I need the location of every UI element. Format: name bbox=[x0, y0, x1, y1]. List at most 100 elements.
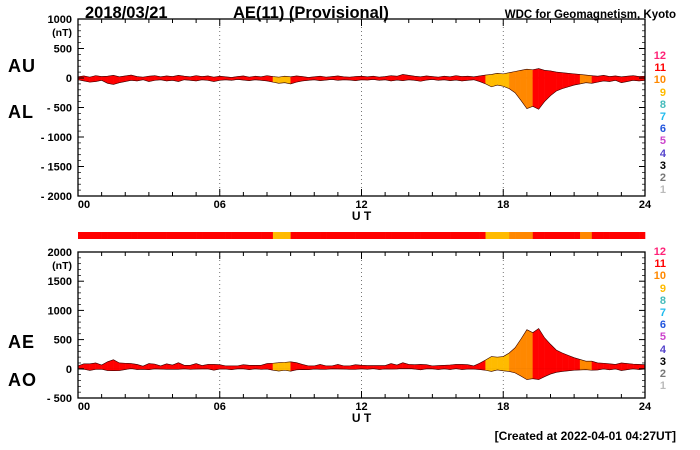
series-fill-AE bbox=[343, 365, 350, 369]
station-bar-segment bbox=[184, 232, 191, 239]
station-bar-segment bbox=[255, 232, 262, 239]
series-fill-AE bbox=[249, 365, 256, 369]
station-bar-segment bbox=[538, 232, 545, 239]
station-bar-segment bbox=[461, 232, 469, 239]
station-bar-segment bbox=[444, 232, 451, 239]
series-label-ao: AO bbox=[8, 370, 37, 390]
series-fill-AE bbox=[107, 359, 114, 369]
station-bar-segment bbox=[314, 232, 321, 239]
station-bar-segment bbox=[331, 232, 339, 239]
x-tick-label: 24 bbox=[639, 401, 652, 413]
station-count-10: 10 bbox=[653, 74, 666, 87]
station-bar-segment bbox=[196, 232, 203, 239]
series-fill-AE bbox=[603, 363, 610, 369]
x-tick-label: 00 bbox=[78, 401, 90, 413]
series-line-AO bbox=[77, 368, 646, 380]
station-count-10: 10 bbox=[653, 270, 666, 283]
series-fill-AL bbox=[532, 77, 539, 110]
series-fill-AE bbox=[420, 364, 427, 369]
station-count-12: 12 bbox=[653, 50, 666, 62]
series-fill-AE bbox=[284, 361, 291, 369]
station-bar-segment bbox=[432, 232, 439, 239]
series-fill-AE bbox=[633, 363, 640, 369]
station-bar-segment bbox=[385, 232, 392, 239]
series-fill-AL bbox=[503, 77, 510, 89]
station-bar-segment bbox=[627, 232, 634, 239]
station-bar-segment bbox=[603, 232, 610, 239]
series-fill-AE bbox=[461, 364, 468, 369]
series-fill-AE bbox=[562, 352, 569, 369]
station-bar-segment bbox=[131, 232, 138, 239]
station-bar-segment bbox=[467, 232, 475, 239]
y-tick-label: 1500 bbox=[48, 276, 72, 288]
station-bar-segment bbox=[485, 232, 492, 239]
station-bar-segment bbox=[172, 232, 179, 239]
series-fill-AE bbox=[225, 365, 232, 369]
y-tick-label: 500 bbox=[54, 335, 72, 347]
station-count-8: 8 bbox=[659, 98, 666, 111]
y-tick-label: - 2000 bbox=[41, 191, 72, 203]
station-count-12: 12 bbox=[653, 246, 666, 258]
station-bar-segment bbox=[408, 232, 415, 239]
station-bar-segment bbox=[78, 232, 85, 239]
station-bar-segment bbox=[231, 232, 238, 239]
x-tick-label: 00 bbox=[78, 199, 90, 211]
series-fill-AE bbox=[408, 364, 415, 369]
series-fill-AE bbox=[83, 363, 90, 369]
station-bar-segment bbox=[290, 232, 297, 239]
series-fill-AE bbox=[520, 329, 528, 369]
series-fill-AE bbox=[290, 361, 297, 369]
station-bar-segment bbox=[633, 232, 640, 239]
station-bar-segment bbox=[550, 232, 557, 239]
series-fill-AE bbox=[207, 364, 214, 369]
station-bar-segment bbox=[355, 232, 362, 239]
y-tick-label: 1000 bbox=[48, 305, 72, 317]
station-bar-segment bbox=[597, 232, 604, 239]
station-bar-segment bbox=[213, 232, 221, 239]
station-bar-segment bbox=[166, 232, 173, 239]
station-bar-segment bbox=[219, 232, 226, 239]
station-bar-segment bbox=[142, 232, 150, 239]
station-bar-segment bbox=[568, 232, 575, 239]
series-label-au: AU bbox=[8, 56, 36, 76]
station-bar-segment bbox=[426, 232, 433, 239]
series-fill-AE bbox=[125, 363, 132, 369]
station-count-1: 1 bbox=[659, 184, 666, 197]
station-bar-segment bbox=[101, 232, 108, 239]
series-fill-AE bbox=[597, 362, 604, 369]
station-count-legend-top: 12 11 10 9 8 7 6 5 4 3 2 1 bbox=[642, 50, 666, 196]
x-tick-label: 18 bbox=[497, 401, 509, 413]
station-bar-segment bbox=[237, 232, 244, 239]
y-tick-label: - 1000 bbox=[41, 132, 72, 144]
station-bar-segment bbox=[320, 232, 327, 239]
series-fill-AE bbox=[178, 362, 185, 369]
station-count-4: 4 bbox=[659, 343, 666, 356]
station-count-6: 6 bbox=[659, 319, 666, 332]
station-bar-segment bbox=[349, 232, 356, 239]
station-count-9: 9 bbox=[659, 86, 666, 99]
x-tick-label: 06 bbox=[214, 199, 226, 211]
station-bar-segment bbox=[267, 232, 274, 239]
y-tick-label: - 500 bbox=[47, 103, 72, 115]
station-count-4: 4 bbox=[659, 147, 666, 160]
x-axis-title: U T bbox=[352, 411, 372, 425]
station-bar-segment bbox=[361, 232, 368, 239]
station-bar-segment bbox=[450, 232, 457, 239]
series-fill-AU bbox=[526, 68, 533, 79]
station-bar-segment bbox=[591, 232, 599, 239]
station-bar-segment bbox=[414, 232, 421, 239]
station-count-3: 3 bbox=[659, 355, 666, 368]
series-fill-AE bbox=[142, 363, 150, 369]
series-fill-AU bbox=[520, 68, 528, 79]
series-fill-AL bbox=[538, 77, 545, 110]
station-bar-segment bbox=[473, 232, 480, 239]
station-bar-segment bbox=[509, 232, 516, 239]
station-bar-segment bbox=[113, 232, 120, 239]
y-tick-label: 500 bbox=[54, 44, 72, 56]
station-bar-segment bbox=[391, 232, 398, 239]
station-bar-segment bbox=[544, 232, 551, 239]
station-bar-segment bbox=[585, 232, 593, 239]
station-bar-segment bbox=[308, 232, 315, 239]
